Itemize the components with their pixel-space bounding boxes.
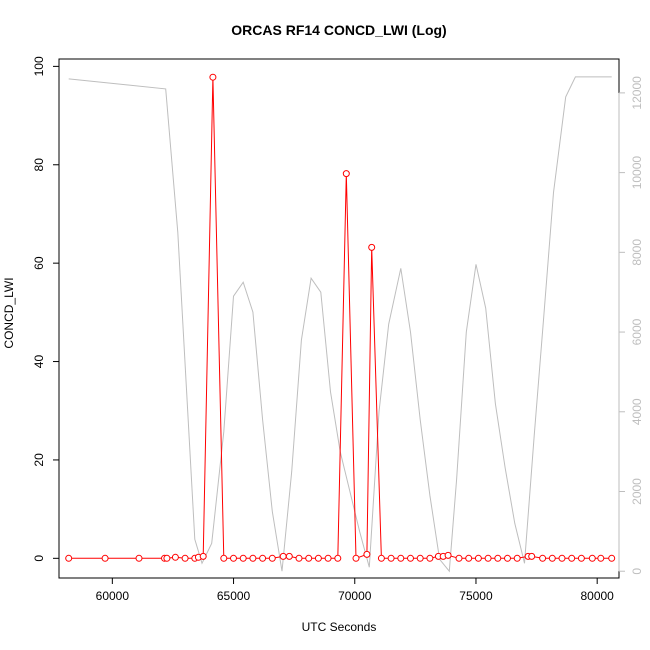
data-point xyxy=(334,554,342,562)
data-point xyxy=(363,550,371,558)
data-point xyxy=(504,554,511,562)
data-point xyxy=(368,243,376,251)
data-point xyxy=(484,554,492,562)
data-point xyxy=(101,554,109,562)
y2-tick-label: 12000 xyxy=(630,76,644,110)
data-point xyxy=(295,554,303,562)
chart-title: ORCAS RF14 CONCD_LWI (Log) xyxy=(231,22,446,38)
data-point xyxy=(209,73,217,81)
y2-tick-label: 10000 xyxy=(630,156,644,190)
data-point xyxy=(249,554,257,562)
data-point xyxy=(352,554,360,562)
x-tick-label: 75000 xyxy=(459,589,493,603)
secondary-series-group xyxy=(68,76,612,573)
data-point xyxy=(416,554,424,562)
x-tick-label: 65000 xyxy=(217,589,251,603)
x-axis: 60000 65000 70000 75000 80000 xyxy=(96,577,614,603)
data-point xyxy=(426,554,434,562)
data-point xyxy=(268,554,276,562)
data-point xyxy=(279,552,287,560)
y-tick-label: 80 xyxy=(32,158,46,172)
y2-tick-label: 0 xyxy=(630,568,644,575)
y2-tick-label: 8000 xyxy=(630,239,644,266)
y-tick-label: 20 xyxy=(32,453,46,467)
data-point xyxy=(387,554,395,562)
x-axis-label: UTC Seconds xyxy=(302,620,377,634)
data-point xyxy=(577,554,585,562)
y2-tick-label: 6000 xyxy=(630,318,644,345)
y2-axis: 0 2000 4000 6000 8000 10000 12000 xyxy=(618,76,644,575)
data-point xyxy=(285,552,293,560)
y2-tick-label: 4000 xyxy=(630,398,644,425)
y-tick-label: 0 xyxy=(32,555,46,562)
data-point xyxy=(199,552,207,560)
data-point xyxy=(259,554,267,562)
data-point xyxy=(377,554,385,562)
y-tick-label: 100 xyxy=(32,56,46,76)
y2-tick-label: 2000 xyxy=(630,478,644,505)
y-axis: 0 20 40 60 80 100 xyxy=(32,56,60,562)
data-point xyxy=(588,554,596,562)
data-point xyxy=(568,554,576,562)
data-point xyxy=(342,170,350,178)
data-point xyxy=(397,554,405,562)
secondary-series-line xyxy=(68,76,612,573)
data-point xyxy=(455,554,463,562)
data-point xyxy=(597,554,605,562)
data-point xyxy=(163,554,171,562)
data-point xyxy=(474,554,482,562)
data-point xyxy=(135,554,143,562)
data-point xyxy=(548,554,556,562)
data-point xyxy=(608,554,616,562)
y-axis-label: CONCD_LWI xyxy=(2,277,16,348)
data-point xyxy=(305,554,313,562)
x-tick-label: 70000 xyxy=(338,589,372,603)
data-point xyxy=(513,554,521,562)
y-tick-label: 60 xyxy=(32,256,46,270)
y-tick-label: 40 xyxy=(32,355,46,369)
data-point xyxy=(171,553,179,561)
data-point xyxy=(220,554,228,562)
primary-series-group xyxy=(65,73,616,562)
data-point xyxy=(324,554,332,562)
data-point xyxy=(494,554,502,562)
data-point xyxy=(558,554,566,562)
data-point xyxy=(539,554,547,562)
data-point xyxy=(465,554,473,562)
x-tick-label: 80000 xyxy=(580,589,614,603)
x-tick-label: 60000 xyxy=(96,589,130,603)
data-point xyxy=(181,554,189,562)
data-point xyxy=(407,554,414,562)
data-point xyxy=(65,554,73,562)
data-point xyxy=(528,552,536,560)
data-point xyxy=(230,554,237,562)
data-point xyxy=(314,554,322,562)
data-point xyxy=(239,554,247,562)
data-point xyxy=(444,551,452,559)
